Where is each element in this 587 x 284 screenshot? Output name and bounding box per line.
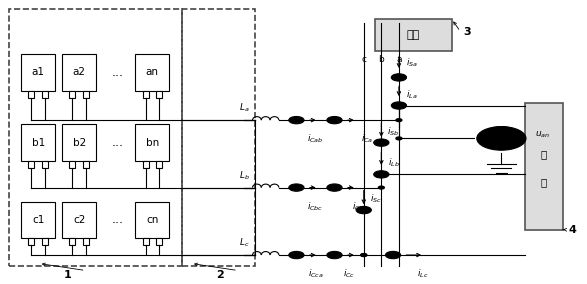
Text: b2: b2 (73, 138, 86, 148)
Bar (525, 103, 563, 230)
Bar (136, 54, 170, 91)
Text: $i_{Cbc}$: $i_{Cbc}$ (308, 200, 323, 213)
Text: 3: 3 (463, 27, 471, 37)
Bar (83, 238, 89, 245)
Bar (28, 91, 34, 98)
Circle shape (392, 102, 407, 109)
Text: 负: 负 (541, 149, 547, 159)
Text: $i_{Sc}$: $i_{Sc}$ (370, 193, 382, 205)
Bar (62, 202, 96, 238)
Bar (21, 202, 55, 238)
Circle shape (485, 127, 517, 142)
Text: $u_{an}$: $u_{an}$ (535, 130, 550, 140)
Circle shape (327, 116, 342, 124)
Text: b: b (379, 55, 384, 64)
Text: $i_{Lb}$: $i_{Lb}$ (389, 157, 400, 169)
Circle shape (356, 206, 372, 214)
Text: c1: c1 (32, 215, 45, 225)
Bar (62, 54, 96, 91)
Bar (136, 124, 170, 161)
Circle shape (477, 127, 526, 150)
Circle shape (374, 139, 389, 146)
Bar (69, 91, 75, 98)
Bar (21, 54, 55, 91)
Bar (156, 161, 162, 168)
Circle shape (361, 254, 367, 256)
Text: $L_a$: $L_a$ (239, 102, 249, 114)
Bar (42, 161, 48, 168)
Text: a2: a2 (73, 67, 86, 77)
Bar (143, 161, 149, 168)
Text: ...: ... (111, 136, 123, 149)
Text: $i_{Cab}$: $i_{Cab}$ (307, 133, 323, 145)
Text: c2: c2 (73, 215, 85, 225)
Text: bn: bn (146, 138, 159, 148)
Bar (156, 91, 162, 98)
Bar (69, 161, 75, 168)
Text: an: an (146, 67, 159, 77)
Bar (62, 124, 96, 161)
Text: 载: 载 (541, 177, 547, 187)
Text: 电网: 电网 (407, 30, 420, 40)
Bar (143, 238, 149, 245)
Text: $i_{La}$: $i_{La}$ (406, 88, 417, 101)
Text: 1: 1 (64, 270, 72, 280)
Circle shape (289, 251, 304, 259)
Circle shape (392, 74, 407, 81)
Bar (83, 161, 89, 168)
Text: $i_{Ca}$: $i_{Ca}$ (360, 133, 373, 145)
Text: $i_{Sb}$: $i_{Sb}$ (387, 125, 399, 138)
Bar (28, 238, 34, 245)
Text: $i_{Cc}$: $i_{Cc}$ (343, 268, 355, 280)
Circle shape (374, 171, 389, 178)
Circle shape (327, 251, 342, 259)
Circle shape (289, 184, 304, 191)
Bar (28, 161, 34, 168)
Bar (69, 238, 75, 245)
Circle shape (379, 186, 384, 189)
Circle shape (361, 254, 367, 256)
Text: 2: 2 (217, 270, 224, 280)
Bar (42, 238, 48, 245)
Circle shape (396, 119, 402, 122)
Bar (21, 124, 55, 161)
Bar (42, 91, 48, 98)
Circle shape (289, 116, 304, 124)
Text: 4: 4 (569, 225, 576, 235)
Circle shape (327, 184, 342, 191)
Bar (83, 91, 89, 98)
Bar (9, 9, 182, 266)
Text: $i_{Cb}$: $i_{Cb}$ (352, 200, 365, 213)
Text: c: c (361, 55, 366, 64)
Text: $i_{Sa}$: $i_{Sa}$ (406, 56, 418, 69)
Text: $i_{Lc}$: $i_{Lc}$ (417, 268, 428, 280)
Text: a1: a1 (32, 67, 45, 77)
Bar (136, 202, 170, 238)
Text: cn: cn (146, 215, 158, 225)
Text: ...: ... (111, 66, 123, 79)
Bar (182, 9, 255, 266)
Bar (143, 91, 149, 98)
Bar (376, 19, 451, 51)
Text: $L_b$: $L_b$ (239, 169, 249, 182)
Circle shape (396, 137, 402, 140)
Text: $i_{Cca}$: $i_{Cca}$ (308, 268, 323, 280)
Circle shape (386, 251, 401, 259)
Text: $L_c$: $L_c$ (239, 237, 249, 249)
Bar (156, 238, 162, 245)
Text: a: a (396, 55, 402, 64)
Text: ...: ... (111, 213, 123, 226)
Text: b1: b1 (32, 138, 45, 148)
Circle shape (379, 173, 384, 176)
Circle shape (396, 104, 402, 107)
